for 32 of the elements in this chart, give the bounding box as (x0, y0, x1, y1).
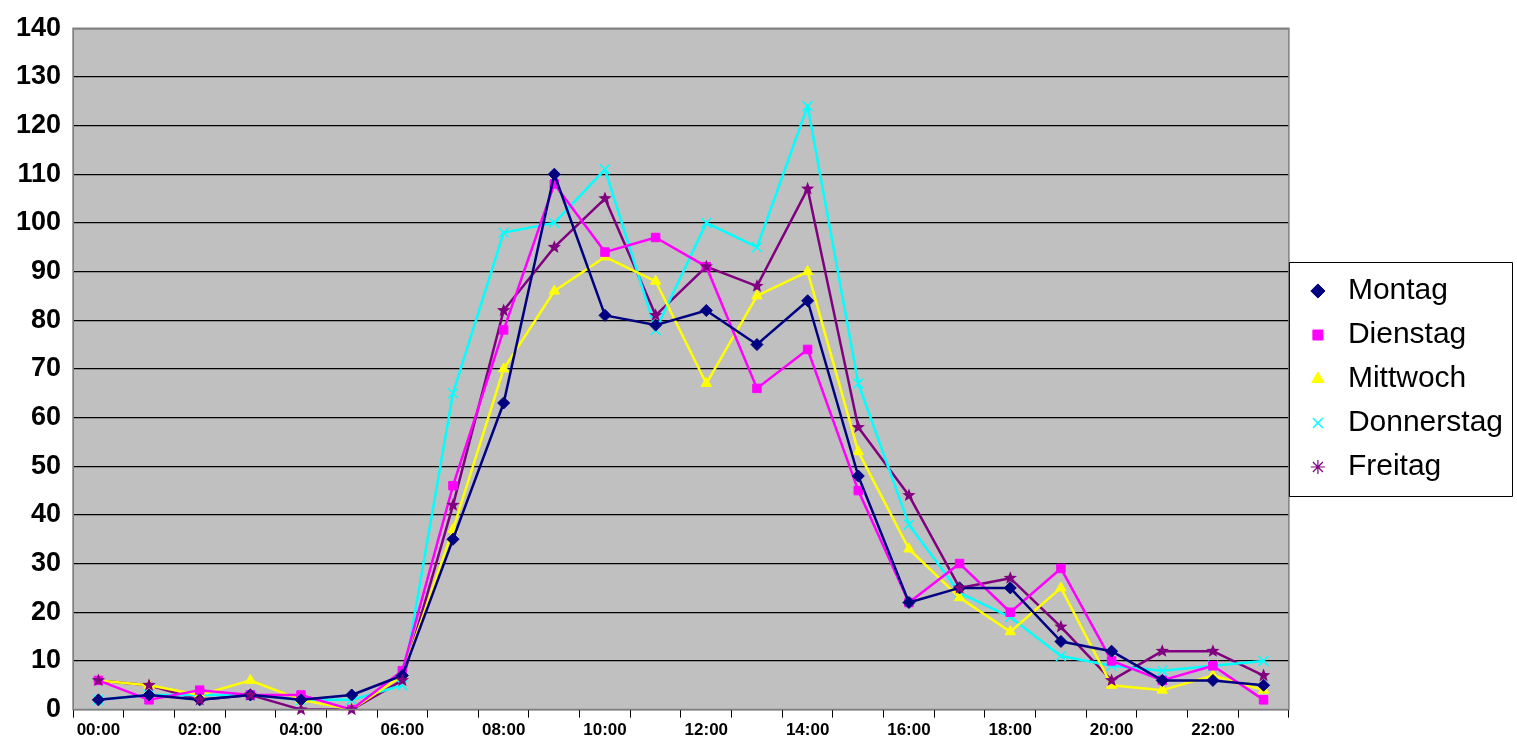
x-tick-label: 22:00 (1191, 720, 1235, 740)
y-tick-label: 70 (31, 352, 62, 383)
x-tick-label: 02:00 (177, 720, 222, 740)
x-tick-label: 06:00 (380, 720, 425, 740)
y-tick-label: 50 (31, 449, 62, 480)
y-tick-label: 60 (31, 401, 62, 432)
y-tick-label: 140 (15, 11, 62, 42)
y-tick-label: 110 (17, 157, 62, 188)
y-tick-label: 80 (31, 303, 62, 334)
x-tick-label: 12:00 (684, 720, 729, 740)
y-tick-label: 40 (31, 498, 62, 529)
x-tick-label: 00:00 (76, 720, 121, 740)
y-tick-label: 10 (31, 644, 62, 675)
x-tick-label: 08:00 (481, 720, 526, 740)
legend-label: Dienstag (1347, 316, 1467, 350)
x-tick-label: 20:00 (1089, 720, 1134, 740)
legend-label: Donnerstag (1347, 404, 1504, 438)
y-tick-label: 0 (46, 693, 62, 724)
legend-label: Freitag (1347, 448, 1442, 482)
x-tick-label: 14:00 (785, 720, 830, 740)
y-tick-label: 30 (31, 547, 62, 578)
legend-label: Montag (1347, 272, 1448, 306)
y-tick-label: 100 (15, 206, 62, 237)
y-tick-label: 130 (15, 60, 62, 91)
x-tick-label: 18:00 (988, 720, 1033, 740)
y-tick-label: 20 (31, 595, 62, 626)
x-tick-label: 04:00 (279, 720, 323, 740)
legend-label: Mittwoch (1347, 360, 1467, 394)
y-tick-label: 90 (31, 255, 62, 286)
y-tick-label: 120 (15, 109, 62, 139)
x-tick-label: 16:00 (887, 720, 931, 740)
x-tick-label: 10:00 (583, 720, 627, 740)
